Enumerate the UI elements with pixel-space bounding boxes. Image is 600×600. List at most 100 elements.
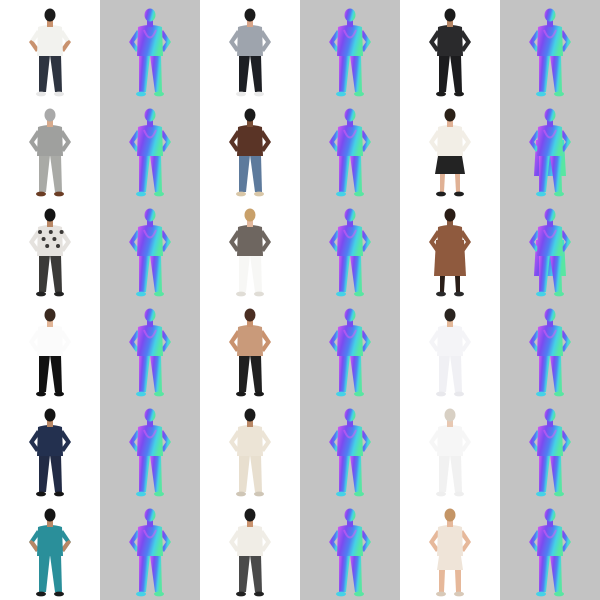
- neck: [47, 20, 53, 27]
- left-leg: [439, 355, 450, 392]
- right-leg: [250, 555, 262, 592]
- left-leg: [339, 355, 350, 392]
- right-arm: [460, 530, 471, 552]
- right-leg: [150, 555, 162, 592]
- photo-cell: [400, 500, 500, 600]
- right-arm: [360, 430, 371, 452]
- person-figure: [229, 8, 271, 97]
- neck: [247, 320, 253, 327]
- neck: [247, 220, 253, 227]
- neck: [47, 220, 53, 227]
- person-figure: [429, 8, 471, 97]
- right-leg: [455, 276, 460, 292]
- left-leg: [439, 55, 450, 92]
- person-figure: [229, 408, 271, 497]
- head: [244, 308, 256, 322]
- left-arm: [229, 30, 240, 52]
- head: [244, 408, 256, 422]
- right-shoe: [54, 191, 64, 197]
- normal-map-cell: [100, 300, 200, 400]
- torso: [337, 25, 363, 56]
- neck: [247, 520, 253, 527]
- left-arm: [429, 330, 440, 352]
- normal-map-figure: [129, 308, 171, 397]
- normal-map-render: [129, 8, 171, 97]
- left-shoe: [436, 291, 446, 297]
- left-arm: [129, 30, 140, 52]
- torso: [437, 325, 463, 356]
- left-shoe: [36, 291, 46, 297]
- left-arm: [329, 130, 340, 152]
- left-leg: [39, 455, 50, 492]
- person-figure: [229, 308, 271, 397]
- right-arm: [160, 230, 171, 252]
- normal-map-cell: [300, 400, 400, 500]
- head: [444, 108, 456, 122]
- left-leg: [339, 255, 350, 292]
- right-arm: [560, 530, 571, 552]
- right-arm: [460, 230, 471, 252]
- left-shoe: [436, 391, 446, 397]
- left-arm: [429, 430, 440, 452]
- left-leg: [339, 55, 350, 92]
- right-arm: [260, 530, 271, 552]
- photo-person: [429, 308, 471, 397]
- head: [444, 8, 456, 22]
- neck: [247, 420, 253, 427]
- left-arm: [529, 530, 540, 552]
- left-leg: [539, 155, 550, 192]
- head: [344, 408, 356, 422]
- left-arm: [429, 530, 440, 552]
- left-leg: [139, 255, 150, 292]
- left-shoe: [236, 491, 246, 497]
- left-leg: [239, 155, 250, 192]
- head: [144, 508, 156, 522]
- head: [344, 108, 356, 122]
- left-shoe: [236, 291, 246, 297]
- normal-map-figure: [329, 508, 371, 597]
- right-shoe: [254, 391, 264, 397]
- head: [344, 8, 356, 22]
- person-figure: [29, 108, 71, 197]
- left-arm: [529, 430, 540, 452]
- normal-map-figure: [329, 8, 371, 97]
- photo-cell: [400, 100, 500, 200]
- neck: [47, 320, 53, 327]
- right-leg: [50, 355, 62, 392]
- left-shoe: [36, 191, 46, 197]
- photo-person: [229, 208, 271, 297]
- left-shoe: [236, 391, 246, 397]
- normal-map-render: [129, 508, 171, 597]
- left-arm: [229, 330, 240, 352]
- left-leg: [440, 174, 445, 192]
- left-leg: [39, 255, 50, 292]
- right-leg: [150, 455, 162, 492]
- left-arm: [329, 430, 340, 452]
- right-shoe: [254, 591, 264, 597]
- head: [544, 8, 556, 22]
- normal-map-figure: [329, 408, 371, 497]
- head: [344, 308, 356, 322]
- head: [244, 108, 256, 122]
- left-leg: [139, 55, 150, 92]
- left-leg: [239, 455, 250, 492]
- left-leg: [339, 455, 350, 492]
- left-arm: [529, 330, 540, 352]
- left-arm: [229, 130, 240, 152]
- torso: [337, 425, 363, 456]
- torso: [237, 225, 263, 256]
- right-leg: [250, 55, 262, 92]
- torso: [137, 125, 163, 156]
- left-arm: [29, 30, 40, 52]
- right-shoe: [454, 91, 464, 97]
- left-leg: [39, 155, 50, 192]
- right-leg: [250, 455, 262, 492]
- left-leg: [440, 276, 445, 292]
- neck: [47, 120, 53, 127]
- right-leg: [150, 155, 162, 192]
- normal-map-render: [129, 408, 171, 497]
- right-leg: [350, 555, 362, 592]
- photo-person: [29, 308, 71, 397]
- right-leg: [550, 55, 562, 92]
- torso: [337, 325, 363, 356]
